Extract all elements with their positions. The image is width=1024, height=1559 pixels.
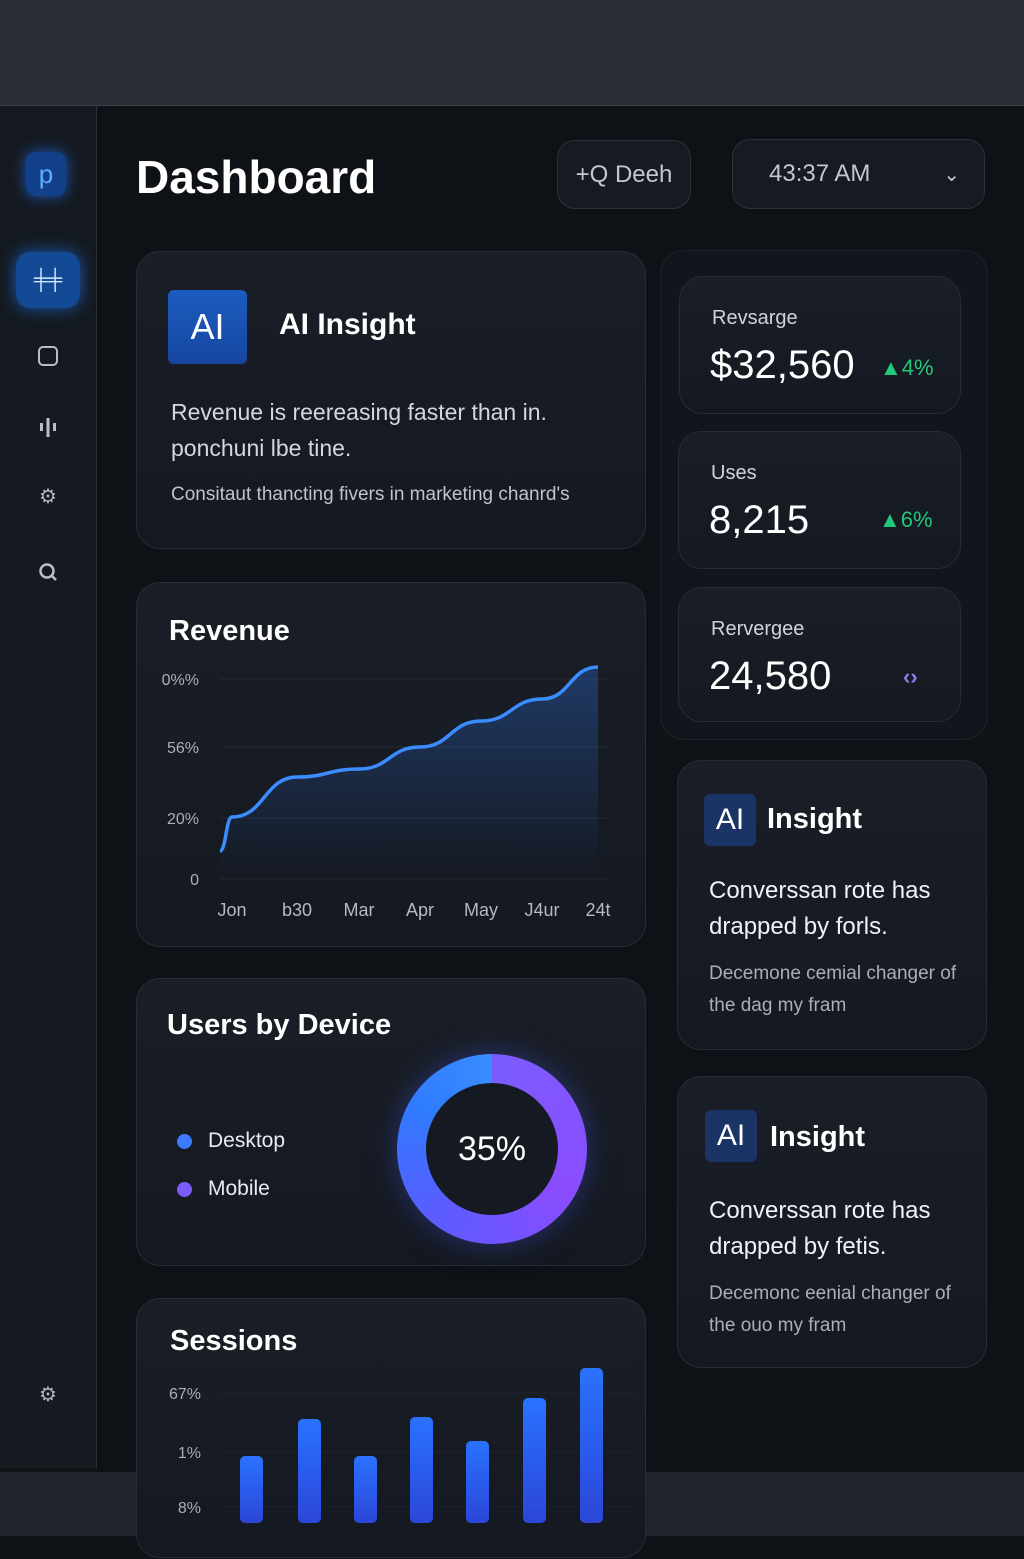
stat-value: $32,560 <box>710 343 855 387</box>
sessions-chart-card: Sessions 8% 1% 67% <box>136 1298 646 1558</box>
area-fill <box>220 667 598 879</box>
insight-title: Insight <box>770 1121 866 1153</box>
sidebar-item-dashboard[interactable]: ╪╪ <box>16 252 80 308</box>
stat-value: 8,215 <box>709 498 810 542</box>
legend-dot <box>177 1133 192 1149</box>
insight-text: Converssan rote has drapped by fetis. <box>709 1197 931 1260</box>
ai-insight-card: AI AI Insight Revenue is reereasing fast… <box>136 251 646 549</box>
chevron-down-icon: ⌄ <box>943 163 960 186</box>
session-bar <box>523 1398 546 1523</box>
sidebar-item-search[interactable] <box>28 554 68 590</box>
x-tick-label: 24t <box>585 900 610 920</box>
y-tick-label: 67% <box>169 1386 201 1403</box>
legend-dot <box>177 1181 192 1197</box>
time-label: 43:37 AM <box>769 160 871 187</box>
insight-card: AI Insight Converssan rote has drapped b… <box>677 1076 987 1368</box>
sidebar-item-analytics[interactable] <box>28 408 68 444</box>
session-bar <box>410 1417 433 1523</box>
sessions-bar-chart: 8% 1% 67% <box>169 1368 637 1523</box>
stat-change: ▲4% <box>880 355 934 380</box>
square-icon <box>38 346 58 366</box>
y-tick-label: 0%% <box>162 672 199 689</box>
x-tick-label: Apr <box>406 900 434 920</box>
stat-card-users: Uses 8,215 ▲6% <box>678 431 961 569</box>
revenue-line-chart: 0 20% 56% 0%% Jon b30 Mar Apr May J4ur 24t <box>162 665 611 920</box>
gear-icon: ⚙ <box>39 485 57 508</box>
donut-center-label: 35% <box>426 1083 558 1215</box>
session-bar <box>466 1441 489 1523</box>
stat-card-third: Rervergee 24,580 ‹› <box>678 587 961 722</box>
chart-title: Users by Device <box>167 1009 392 1041</box>
loading-icon: ‹› <box>903 664 918 689</box>
x-tick-label: Mar <box>344 900 375 920</box>
ai-badge: AI <box>168 290 247 364</box>
insight-title: Insight <box>767 803 863 835</box>
y-tick-label: 0 <box>190 872 199 889</box>
users-by-device-card: Users by Device Desktop Mobile 35% <box>136 978 646 1266</box>
legend-mobile: Mobile <box>177 1177 270 1201</box>
ai-insight-text: Revenue is reereasing faster than in. po… <box>171 399 547 461</box>
time-dropdown[interactable]: 43:37 AM ⌄ <box>732 139 985 209</box>
x-tick-label: b30 <box>282 900 312 920</box>
y-tick-label: 8% <box>178 1500 201 1517</box>
chart-title: Revenue <box>169 615 290 647</box>
ai-badge: AI <box>704 794 756 846</box>
session-bar <box>298 1419 321 1523</box>
legend-desktop: Desktop <box>177 1129 285 1153</box>
legend-label: Desktop <box>208 1129 286 1152</box>
stat-value: 24,580 <box>709 654 832 698</box>
gear-icon: ⚙ <box>39 1383 57 1406</box>
search-label: +Q Deeh <box>575 160 673 188</box>
stat-change-value: 6% <box>900 507 933 532</box>
ai-badge: AI <box>705 1110 757 1162</box>
insight-text: Converssan rote has drapped by forls. <box>709 877 931 940</box>
sidebar-item-pages[interactable] <box>28 338 68 374</box>
insight-subtext: Decemonc eenial changer of the ouo my fr… <box>709 1283 951 1336</box>
x-tick-label: J4ur <box>524 900 559 920</box>
insight-subtext: Decemone cemial changer of the dag my fr… <box>709 963 957 1016</box>
revenue-line <box>218 665 599 853</box>
window-top-bar <box>0 0 1024 106</box>
session-bar <box>240 1456 263 1523</box>
stat-card-revenue: Revsarge $32,560 ▲4% <box>679 276 961 414</box>
stat-label: Rervergee <box>711 618 805 640</box>
x-tick-label: Jon <box>217 900 246 920</box>
session-bar <box>354 1456 377 1523</box>
sidebar-item-settings[interactable]: ⚙ <box>28 478 68 514</box>
stat-label: Uses <box>711 462 757 484</box>
y-tick-label: 20% <box>167 811 199 828</box>
donut-ring: 35% <box>397 1054 587 1244</box>
chart-title: Sessions <box>170 1325 298 1357</box>
stat-change-value: 4% <box>901 355 934 380</box>
sidebar: p ╪╪ ⚙ ⚙ <box>0 106 97 1468</box>
sidebar-bottom-settings[interactable]: ⚙ <box>28 1376 68 1412</box>
app-logo[interactable]: p <box>26 152 66 196</box>
search-icon <box>39 563 57 581</box>
y-tick-label: 1% <box>178 1445 201 1462</box>
search-button[interactable]: +Q Deeh <box>557 140 691 209</box>
y-tick-label: 56% <box>167 740 199 757</box>
ai-insight-subtext: Consitaut thancting fivers in marketing … <box>171 484 570 505</box>
insight-card: AI Insight Converssan rote has drapped b… <box>677 760 987 1050</box>
revenue-chart-card: Revenue 0 20% 56% 0%% Jon b30 Mar Apr May J4ur 24t <box>136 582 646 947</box>
equalizer-icon: ╪╪ <box>33 268 63 291</box>
legend-label: Mobile <box>208 1177 270 1200</box>
page-title: Dashboard <box>136 151 377 203</box>
session-bar <box>580 1368 603 1523</box>
ai-insight-title: AI Insight <box>279 308 416 341</box>
stat-change: ▲6% <box>879 507 933 532</box>
stat-label: Revsarge <box>712 307 798 329</box>
x-tick-label: May <box>464 900 498 920</box>
bar-chart-icon <box>40 418 56 437</box>
